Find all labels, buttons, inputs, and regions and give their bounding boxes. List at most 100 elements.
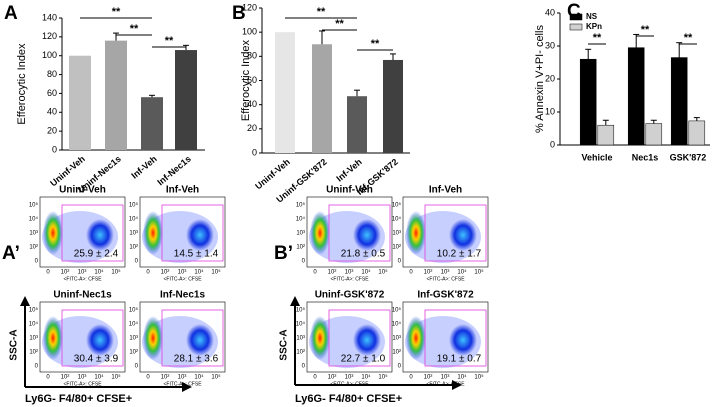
flow-x-tick-label: 0	[313, 375, 317, 381]
y-tick-label: 10	[545, 106, 555, 116]
flow-y-tick-label: 10²	[29, 350, 38, 356]
y-tick-label: 30	[545, 40, 555, 50]
gate-value: 22.7 ± 1.0	[341, 354, 386, 365]
flow-x-tick-label: 10²	[161, 270, 170, 276]
flow-y-tick-label: 0	[398, 259, 402, 265]
flow-y-tick-label: 10³	[296, 231, 305, 237]
flow-x-tick-label: 10⁴	[94, 269, 104, 276]
gate	[161, 204, 224, 262]
x-axis-label: Ly6G- F4/80+ CFSE+	[25, 393, 132, 405]
flow-x-tick-label: 10⁵	[111, 269, 121, 276]
flow-y-tick-label: 10³	[392, 231, 401, 237]
flow-y-tick-label: 10⁴	[29, 216, 39, 223]
flow-y-tick-label: 10³	[296, 336, 305, 342]
density-hotspot	[143, 211, 163, 255]
flow-y-tick-label: 0	[135, 259, 139, 265]
y-tick-label: 0	[550, 139, 555, 149]
significance-label: **	[112, 6, 121, 18]
bar	[688, 120, 706, 146]
y-tick-label: 40	[247, 99, 257, 109]
density-hotspot	[406, 316, 426, 360]
flow-x-tick-label: 10⁴	[194, 269, 204, 276]
density-hotspot	[43, 211, 63, 255]
y-tick-label: 80	[47, 69, 57, 79]
flow-x-tick-label: 10⁵	[378, 269, 388, 276]
gate	[328, 309, 391, 367]
flow-x-tick-label: 10⁴	[361, 269, 371, 276]
y-tick-label: 0	[252, 147, 257, 157]
flow-y-tick-label: 10⁵	[29, 202, 39, 209]
flow-y-tick-label: 10⁴	[296, 321, 306, 328]
flow-x-tick-label: 10³	[78, 270, 87, 276]
flow-x-tick-label: 10⁵	[211, 374, 221, 381]
significance-label: **	[335, 18, 344, 30]
y-tick-label: 20	[47, 126, 57, 136]
bar	[627, 47, 645, 146]
flow-y-tick-label: 10⁴	[392, 216, 402, 223]
panel-letter: A’	[2, 243, 20, 264]
y-tick-label: 40	[47, 107, 57, 117]
y-tick-label: 140	[42, 12, 57, 22]
significance-label: **	[317, 6, 326, 18]
gate-value: 19.1 ± 0.7	[437, 354, 482, 365]
y-tick-label: 100	[42, 50, 57, 60]
density-cluster	[186, 219, 214, 251]
flow-y-tick-label: 10⁵	[392, 202, 402, 209]
x-tick-label: Inf-Nec1s	[155, 154, 192, 188]
flow-x-tick-label: 10³	[78, 375, 87, 381]
bar	[645, 123, 663, 146]
density-cluster	[86, 324, 114, 356]
flow-x-tick-label: 10⁵	[211, 269, 221, 276]
density-hotspot	[310, 211, 330, 255]
x-tick-label: GSK'872	[670, 152, 707, 162]
gate-value: 21.8 ± 0.5	[341, 249, 386, 260]
x-tick-label: Nec1s	[632, 152, 659, 162]
density-cluster	[186, 324, 214, 356]
flow-y-tick-label: 10²	[296, 245, 305, 251]
flow-y-tick-label: 10³	[392, 336, 401, 342]
y-tick-label: 80	[247, 51, 257, 61]
gate-value: 10.2 ± 1.7	[437, 249, 482, 260]
significance-label: **	[593, 32, 602, 44]
gate-value: 25.9 ± 2.4	[74, 249, 119, 260]
bar	[175, 50, 197, 150]
flow-y-tick-label: 10⁵	[296, 307, 306, 314]
flow-x-tick-label: 0	[146, 375, 150, 381]
flow-x-tick-label: 10⁵	[111, 374, 121, 381]
y-tick-label: 0	[52, 144, 57, 154]
flow-x-tick-label: 10³	[345, 375, 354, 381]
plot-title: Uninf-GSK'872	[315, 290, 385, 301]
y-tick-label: 100	[242, 27, 257, 37]
flow-x-tick-label: 10²	[328, 270, 337, 276]
flow-x-tick-label: 10²	[61, 375, 70, 381]
flow-y-tick-label: 10⁴	[129, 216, 139, 223]
flow-x-tick-label: 10⁴	[457, 269, 467, 276]
flow-x-tick-label: 10²	[61, 270, 70, 276]
density-cluster	[353, 219, 381, 251]
plot-title: Inf-Veh	[429, 185, 462, 196]
bar	[579, 58, 597, 146]
flow-x-label: <FITC-A>: CFSE	[330, 276, 369, 282]
x-tick-label: Vehicle	[581, 152, 612, 162]
bar	[69, 55, 91, 150]
bar	[312, 44, 332, 153]
y-axis-label: % Annexin V+PI- cells	[534, 25, 546, 133]
bar	[105, 40, 127, 150]
y-axis-label: Efferocytic Index	[16, 43, 28, 125]
flow-y-tick-label: 0	[398, 364, 402, 370]
plot-title: Uninf-Veh	[326, 185, 373, 196]
gate	[424, 204, 487, 262]
flow-y-tick-label: 10²	[392, 245, 401, 251]
bar	[141, 97, 163, 150]
y-axis-label: SSC-A	[9, 329, 20, 360]
x-tick-label: Inf-Veh	[129, 154, 158, 181]
flow-y-tick-label: 10³	[29, 336, 38, 342]
y-tick-label: 120	[42, 31, 57, 41]
x-tick-label: Inf-Veh	[334, 157, 363, 184]
flow-y-tick-label: 0	[35, 259, 39, 265]
flow-y-tick-label: 10³	[29, 231, 38, 237]
y-tick-label: 40	[545, 7, 555, 17]
density-cluster	[449, 324, 477, 356]
flow-x-label: <FITC-A>: CFSE	[426, 276, 465, 282]
flow-y-tick-label: 10⁵	[129, 202, 139, 209]
